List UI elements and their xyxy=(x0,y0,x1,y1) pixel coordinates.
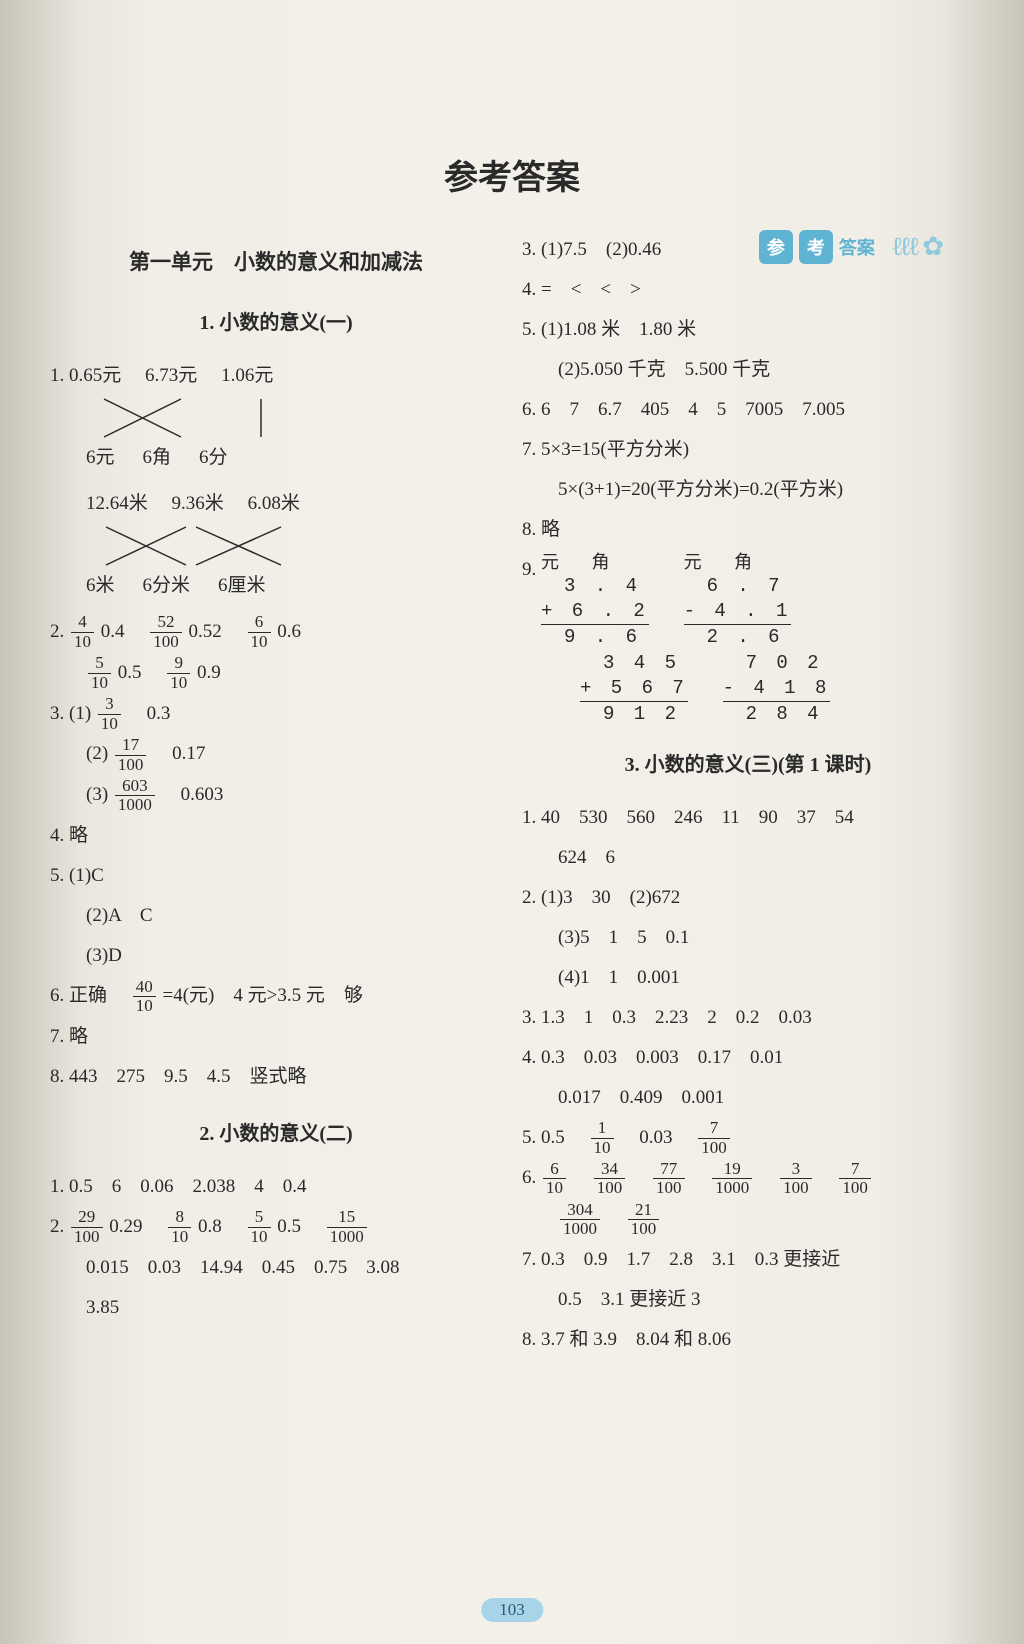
badge-char-2: 考 xyxy=(799,230,833,264)
cross-lines-2 xyxy=(86,525,326,567)
s3-q6: 6. 610 34100 77100 191000 3100 7100 xyxy=(522,1159,974,1198)
s3-q6-line2: 3041000 21100 xyxy=(522,1200,974,1239)
s3-q4-2: 0.017 0.409 0.001 xyxy=(522,1079,974,1117)
q2-line2: 510 0.5 910 0.9 xyxy=(50,654,502,693)
r-q6: 6. 6 7 6.7 405 4 5 7005 7.005 xyxy=(522,391,974,429)
content-columns: 第一单元 小数的意义和加减法 1. 小数的意义(一) 1. 0.65元 6.73… xyxy=(0,199,1024,1361)
q3-1: 3. (1) 310 0.3 xyxy=(50,695,502,734)
s3-q2-2: (3)5 1 5 0.1 xyxy=(522,919,974,957)
r-q9-row2: 3 4 5 + 5 6 7 9 1 2 7 0 2 - 4 1 8 2 8 4 xyxy=(522,651,974,726)
s2-q1: 1. 0.5 6 0.06 2.038 4 0.4 xyxy=(50,1168,502,1206)
r-q8: 8. 略 xyxy=(522,511,974,549)
s2-q2-line2: 0.015 0.03 14.94 0.45 0.75 3.08 xyxy=(50,1249,502,1287)
q4: 4. 略 xyxy=(50,817,502,855)
q8: 8. 443 275 9.5 4.5 竖式略 xyxy=(50,1058,502,1096)
q5-1: 5. (1)C xyxy=(50,857,502,895)
s2-q2: 2. 29100 0.29 810 0.8 510 0.5 151000 xyxy=(50,1208,502,1247)
section-2-title: 2. 小数的意义(二) xyxy=(50,1114,502,1154)
s3-q2-1: 2. (1)3 30 (2)672 xyxy=(522,879,974,917)
s2-q2-line3: 3.85 xyxy=(50,1289,502,1327)
r-q4: 4. = < < > xyxy=(522,271,974,309)
s3-q7-2: 0.5 3.1 更接近 3 xyxy=(522,1281,974,1319)
vertical-calc-1: 元 角 3 . 4 + 6 . 2 9 . 6 xyxy=(541,551,649,649)
s3-q1-2: 624 6 xyxy=(522,839,974,877)
s3-q3: 3. 1.3 1 0.3 2.23 2 0.2 0.03 xyxy=(522,999,974,1037)
page-title: 参考答案 xyxy=(0,150,1024,199)
cross-lines-1 xyxy=(86,397,306,439)
unit-title: 第一单元 小数的意义和加减法 xyxy=(50,241,502,283)
q7: 7. 略 xyxy=(50,1018,502,1056)
q1-label: 1. 0.65元 6.73元 1.06元 xyxy=(50,357,502,395)
section-1-title: 1. 小数的意义(一) xyxy=(50,303,502,343)
q6: 6. 正确 4010 =4(元) 4 元>3.5 元 够 xyxy=(50,977,502,1016)
r-q5-2: (2)5.050 千克 5.500 千克 xyxy=(522,351,974,389)
left-column: 第一单元 小数的意义和加减法 1. 小数的意义(一) 1. 0.65元 6.73… xyxy=(50,229,502,1361)
cross-diagram-2: 6米 6分米 6厘米 xyxy=(86,525,502,605)
s3-q1-1: 1. 40 530 560 246 11 90 37 54 xyxy=(522,799,974,837)
s3-q2-3: (4)1 1 0.001 xyxy=(522,959,974,997)
page-number: 103 xyxy=(481,1598,543,1622)
decoration-loops: ℓℓℓ xyxy=(891,232,916,262)
q3-3: (3) 6031000 0.603 xyxy=(50,776,502,815)
s3-q5: 5. 0.5 110 0.03 7100 xyxy=(522,1119,974,1158)
q5-3: (3)D xyxy=(50,937,502,975)
badge-char-1: 参 xyxy=(759,230,793,264)
vertical-calc-4: 7 0 2 - 4 1 8 2 8 4 xyxy=(723,651,831,726)
d2-top: 12.64米 9.36米 6.08米 xyxy=(50,485,502,523)
flower-icon: ✿ xyxy=(922,232,944,262)
q3-2: (2) 17100 0.17 xyxy=(50,735,502,774)
r-q7-2: 5×(3+1)=20(平方分米)=0.2(平方米) xyxy=(522,471,974,509)
cross-diagram-1: 6元 6角 6分 xyxy=(86,397,502,477)
header-badge: 参 考 答案 ℓℓℓ ✿ xyxy=(759,230,944,264)
r-q9: 9. 元 角 3 . 4 + 6 . 2 9 . 6 元 角 6 . 7 - 4… xyxy=(522,551,974,649)
r-q5-1: 5. (1)1.08 米 1.80 米 xyxy=(522,311,974,349)
q5-2: (2)A C xyxy=(50,897,502,935)
s3-q8: 8. 3.7 和 3.9 8.04 和 8.06 xyxy=(522,1321,974,1359)
vertical-calc-3: 3 4 5 + 5 6 7 9 1 2 xyxy=(580,651,688,726)
s3-q4-1: 4. 0.3 0.03 0.003 0.17 0.01 xyxy=(522,1039,974,1077)
right-column: 3. (1)7.5 (2)0.46 4. = < < > 5. (1)1.08 … xyxy=(522,229,974,1361)
q2: 2. 410 0.4 52100 0.52 610 0.6 xyxy=(50,613,502,652)
section-3-title: 3. 小数的意义(三)(第 1 课时) xyxy=(522,745,974,785)
s3-q7-1: 7. 0.3 0.9 1.7 2.8 3.1 0.3 更接近 xyxy=(522,1241,974,1279)
vertical-calc-2: 元 角 6 . 7 - 4 . 1 2 . 6 xyxy=(684,551,792,649)
r-q7-1: 7. 5×3=15(平方分米) xyxy=(522,431,974,469)
badge-text: 答案 xyxy=(839,234,875,260)
